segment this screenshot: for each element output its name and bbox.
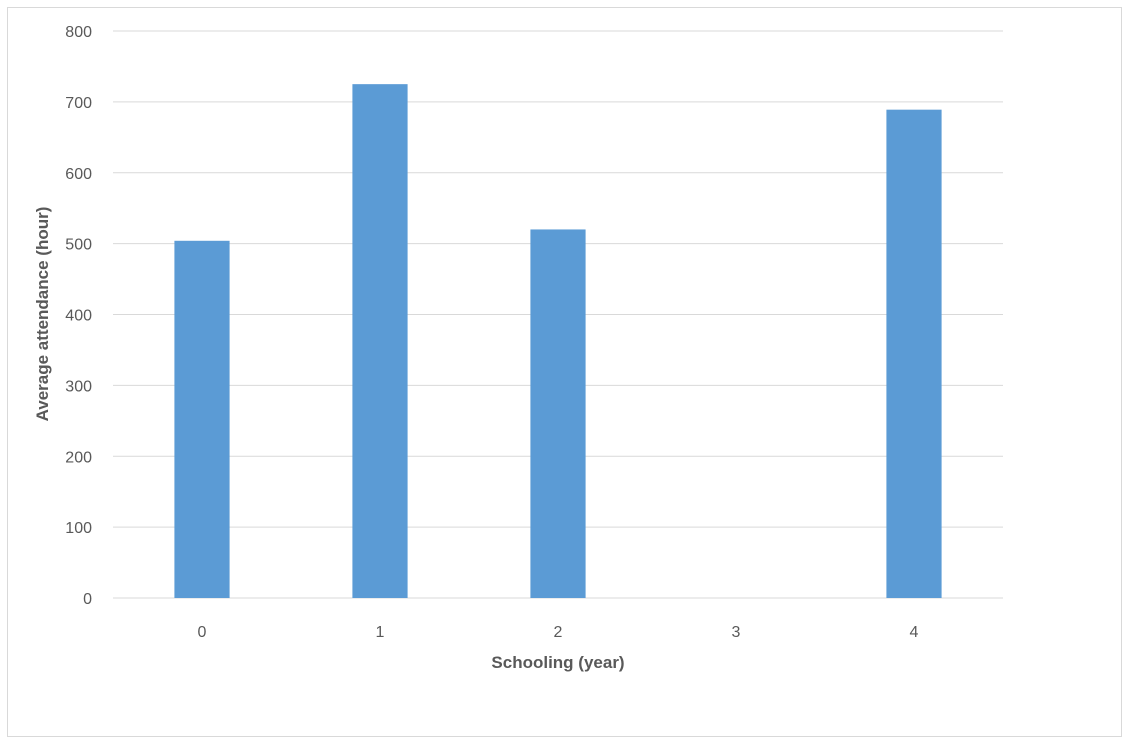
x-tick-label: 4 (910, 624, 919, 641)
y-tick-label: 500 (65, 237, 92, 254)
y-tick-label: 800 (65, 24, 92, 41)
bar-2 (530, 229, 586, 598)
x-tick-label: 1 (376, 624, 385, 641)
bar-1 (352, 84, 408, 598)
y-tick-label: 300 (65, 378, 92, 395)
y-tick-label: 100 (65, 520, 92, 537)
bar-4 (886, 109, 942, 598)
x-tick-label: 2 (554, 624, 563, 641)
x-axis-ticks: 0 1 2 3 4 (198, 624, 919, 641)
x-axis-title: Schooling (year) (491, 653, 624, 672)
y-tick-label: 0 (83, 591, 92, 608)
y-tick-label: 200 (65, 449, 92, 466)
bars (174, 84, 942, 599)
x-tick-label: 0 (198, 624, 207, 641)
y-axis-ticks: 0 100 200 300 400 500 600 700 800 (65, 24, 92, 608)
y-tick-label: 400 (65, 308, 92, 325)
bar-0 (174, 240, 230, 599)
y-tick-label: 600 (65, 166, 92, 183)
y-axis-title: Average attendance (hour) (33, 207, 52, 422)
x-tick-label: 3 (732, 624, 741, 641)
y-tick-label: 700 (65, 95, 92, 112)
